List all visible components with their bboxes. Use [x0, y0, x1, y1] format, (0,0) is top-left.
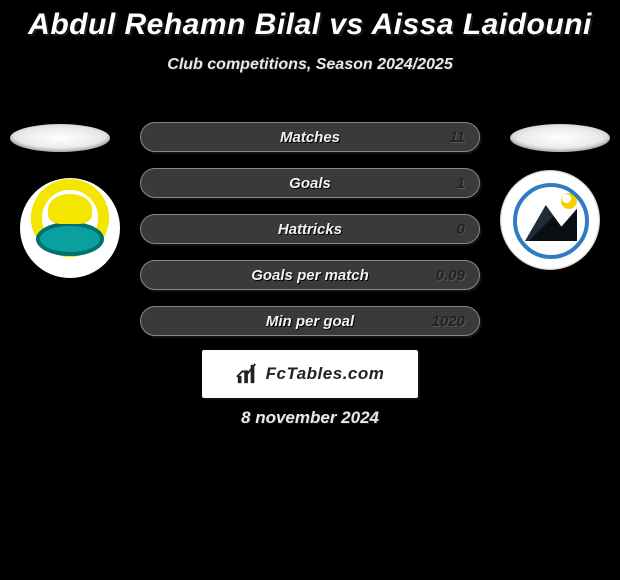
stats-panel: Matches 11 Goals 1 Hattricks 0 Goals per…	[140, 122, 480, 352]
stat-right-value: 11	[449, 123, 465, 153]
club-crest-right-inner	[513, 183, 589, 259]
stat-right-value: 0.09	[436, 261, 465, 291]
bar-chart-icon	[236, 363, 258, 385]
stat-row-goals: Goals 1	[140, 168, 480, 198]
stat-label: Hattricks	[141, 215, 479, 243]
player-photo-placeholder-right	[510, 124, 610, 152]
stat-row-min-per-goal: Min per goal 1020	[140, 306, 480, 336]
club-crest-left	[20, 178, 120, 278]
stat-right-value: 0	[457, 215, 465, 245]
club-crest-right	[500, 170, 600, 270]
stat-row-goals-per-match: Goals per match 0.09	[140, 260, 480, 290]
date-stamp: 8 november 2024	[0, 408, 620, 428]
stat-label: Min per goal	[141, 307, 479, 335]
stat-right-value: 1	[457, 169, 465, 199]
stat-row-matches: Matches 11	[140, 122, 480, 152]
page-title: Abdul Rehamn Bilal vs Aissa Laidouni	[0, 0, 620, 42]
stat-row-hattricks: Hattricks 0	[140, 214, 480, 244]
stat-right-value: 1020	[432, 307, 465, 337]
stat-label: Goals	[141, 169, 479, 197]
branding-box: FcTables.com	[202, 350, 418, 398]
page-subtitle: Club competitions, Season 2024/2025	[0, 56, 620, 74]
stat-label: Goals per match	[141, 261, 479, 289]
branding-label: FcTables.com	[266, 364, 385, 384]
stat-label: Matches	[141, 123, 479, 151]
player-photo-placeholder-left	[10, 124, 110, 152]
